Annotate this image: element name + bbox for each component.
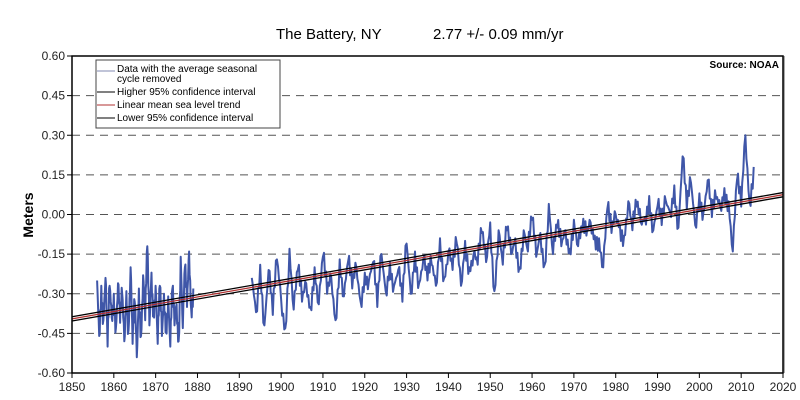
trend-line [71,194,784,320]
x-tick-label: 1970 [561,380,588,394]
x-tick-label: 1940 [435,380,462,394]
trend-lines [71,191,784,322]
x-tick-label: 1880 [184,380,211,394]
higher-ci-line [71,191,784,318]
x-tick-label: 1980 [602,380,629,394]
legend-label-data-line2: cycle removed [117,74,181,85]
legend-box [95,59,281,129]
x-tick-label: 2000 [686,380,713,394]
x-tick-label: 1990 [644,380,671,394]
y-axis-label: Meters [20,192,36,237]
y-tick-label: 0.30 [42,128,66,142]
y-tick-label: 0.45 [42,89,66,103]
x-tick-label: 1900 [268,380,295,394]
chart-subtitle: 2.77 +/- 0.09 mm/yr [433,26,563,43]
legend-label-higher-ci: Higher 95% confidence interval [117,87,255,98]
y-tick-label: 0.00 [42,208,66,222]
x-tick-label: 1960 [519,380,546,394]
data-series [96,134,755,359]
y-axis: 0.60 0.45 0.30 0.15 0.00 -0.15 -0.30 -0.45 -0.60 [38,49,72,380]
data-series-line [96,245,195,359]
data-series-line [250,134,755,331]
legend: Data with the average seasonal cycle rem… [95,59,281,129]
y-tick-label: -0.60 [38,366,66,380]
legend-label-data-line1: Data with the average seasonal [117,64,257,75]
x-tick-label: 1870 [142,380,169,394]
legend-label-lower-ci: Lower 95% confidence interval [117,113,253,124]
y-tick-label: -0.45 [38,326,66,340]
x-tick-label: 1930 [393,380,420,394]
x-tick-label: 1910 [310,380,337,394]
y-tick-label: 0.60 [42,49,66,63]
source-label: Source: NOAA [710,60,779,71]
x-tick-label: 1890 [226,380,253,394]
x-tick-label: 2010 [728,380,755,394]
chart-title: The Battery, NY [276,26,382,43]
lower-ci-line [71,196,784,322]
y-tick-label: -0.15 [38,247,66,261]
legend-label-trend: Linear mean sea level trend [117,100,240,111]
y-tick-label: 0.15 [42,168,66,182]
x-tick-label: 1860 [100,380,127,394]
x-tick-label: 1950 [477,380,504,394]
x-tick-label: 1850 [59,380,86,394]
y-tick-label: -0.30 [38,287,66,301]
x-axis: 1850 1860 1870 1880 1890 1900 1910 1920 1930 1940… [59,373,797,394]
x-tick-label: 1920 [351,380,378,394]
x-tick-label: 2020 [770,380,797,394]
